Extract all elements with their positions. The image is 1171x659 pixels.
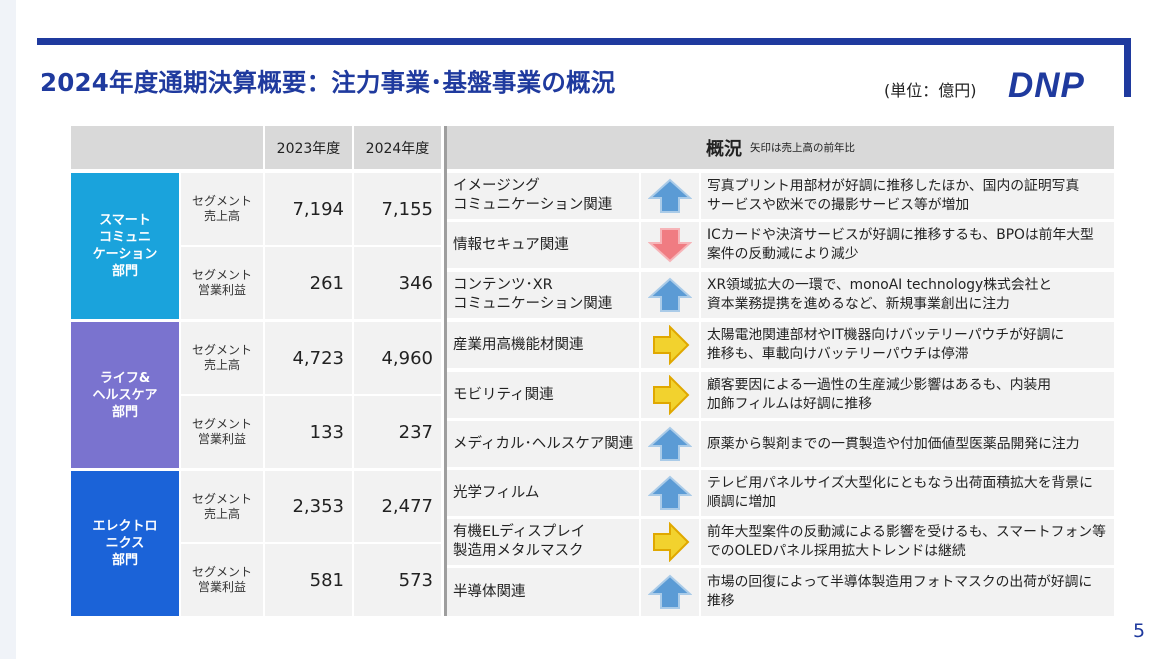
- segment-table: 2023年度 2024年度 スマート コミュニ ケーション 部門 セグメント 売…: [71, 126, 441, 616]
- metric-label: セグメント 売上高: [181, 173, 263, 245]
- value-cell: 573: [354, 544, 441, 616]
- business-name: 半導体関連: [447, 568, 639, 616]
- business-name: 有機ELディスプレイ 製造用メタルマスク: [447, 519, 639, 565]
- value-cell: 4,723: [265, 322, 352, 394]
- unit-label: (単位：億円): [884, 81, 977, 100]
- business-name: イメージング コミュニケーション関連: [447, 173, 639, 219]
- business-name: モビリティ関連: [447, 372, 639, 418]
- up-arrow-icon: [648, 426, 692, 461]
- metric-label: セグメント 売上高: [181, 471, 263, 542]
- metric-label: セグメント 売上高: [181, 322, 263, 394]
- value-cell: 7,155: [354, 173, 441, 245]
- metric-label: セグメント 営業利益: [181, 247, 263, 319]
- business-name: 情報セキュア関連: [447, 222, 639, 268]
- business-description: 写真プリント用部材が好調に推移したほか、国内の証明写真 サービスや欧米での撮影サ…: [701, 173, 1114, 219]
- business-name: コンテンツ･XR コミュニケーション関連: [447, 272, 639, 318]
- right-arrow-icon: [653, 325, 690, 365]
- value-cell: 7,194: [265, 173, 352, 245]
- value-cell: 4,960: [354, 322, 441, 394]
- segment-electronics: エレクトロ ニクス 部門: [71, 471, 179, 616]
- right-arrow-icon: [653, 522, 690, 562]
- business-description: 市場の回復によって半導体製造用フォトマスクの出荷が好調に 推移: [701, 568, 1114, 616]
- up-arrow-icon: [648, 574, 692, 609]
- metric-label: セグメント 営業利益: [181, 396, 263, 468]
- up-arrow-icon: [648, 277, 692, 312]
- overview-row: イメージング コミュニケーション関連 写真プリント用部材が好調に推移したほか、国…: [447, 173, 1114, 219]
- down-arrow-icon: [648, 228, 692, 263]
- page-title: 2024年度通期決算概要：注力事業･基盤事業の概況: [40, 68, 616, 97]
- page-number: 5: [1133, 620, 1146, 642]
- left-edge-strip: [0, 0, 16, 659]
- overview-row: メディカル･ヘルスケア関連 原薬から製剤までの一貫製造や付加価値型医薬品開発に注…: [447, 421, 1114, 467]
- up-arrow-icon: [648, 178, 692, 213]
- top-rule: [37, 38, 1131, 45]
- value-cell: 581: [265, 544, 352, 616]
- overview-note: 矢印は売上高の前年比: [750, 142, 855, 154]
- overview-header: 概況 矢印は売上高の前年比: [447, 126, 1114, 169]
- business-description: 前年大型案件の反動減による影響を受けるも、スマートフォン等 でのOLEDパネル採…: [701, 519, 1114, 565]
- value-cell: 237: [354, 396, 441, 468]
- value-cell: 261: [265, 247, 352, 319]
- business-description: 原薬から製剤までの一貫製造や付加価値型医薬品開発に注力: [701, 421, 1114, 467]
- value-cell: 2,353: [265, 471, 352, 542]
- business-description: ICカードや決済サービスが好調に推移するも、BPOは前年大型 案件の反動減により…: [701, 222, 1114, 268]
- value-cell: 346: [354, 247, 441, 319]
- value-cell: 2,477: [354, 471, 441, 542]
- overview-row: 情報セキュア関連 ICカードや決済サービスが好調に推移するも、BPOは前年大型 …: [447, 222, 1114, 268]
- overview-row: 光学フィルム テレビ用パネルサイズ大型化にともなう出荷面積拡大を背景に 順調に増…: [447, 470, 1114, 516]
- overview-row: 有機ELディスプレイ 製造用メタルマスク 前年大型案件の反動減による影響を受ける…: [447, 519, 1114, 565]
- business-description: 太陽電池関連部材やIT機器向けバッテリーパウチが好調に 推移も、車載向けバッテリ…: [701, 322, 1114, 368]
- business-description: XR領域拡大の一環で、monoAI technology株式会社と 資本業務提携…: [701, 272, 1114, 318]
- business-name: メディカル･ヘルスケア関連: [447, 421, 639, 467]
- metric-label: セグメント 営業利益: [181, 544, 263, 616]
- overview-row: コンテンツ･XR コミュニケーション関連 XR領域拡大の一環で、monoAI t…: [447, 272, 1114, 318]
- top-right-rule: [1124, 38, 1131, 97]
- business-name: 光学フィルム: [447, 470, 639, 516]
- business-description: 顧客要因による一過性の生産減少影響はあるも、内装用 加飾フィルムは好調に推移: [701, 372, 1114, 418]
- right-arrow-icon: [653, 375, 690, 415]
- overview-row: 産業用高機能材関連 太陽電池関連部材やIT機器向けバッテリーパウチが好調に 推移…: [447, 322, 1114, 368]
- col-header-2023: 2023年度: [265, 126, 352, 169]
- table-divider: [444, 126, 447, 616]
- col-header-2024: 2024年度: [354, 126, 441, 169]
- up-arrow-icon: [648, 475, 692, 510]
- business-name: 産業用高機能材関連: [447, 322, 639, 368]
- overview-row: 半導体関連 市場の回復によって半導体製造用フォトマスクの出荷が好調に 推移: [447, 568, 1114, 616]
- overview-title: 概況: [706, 138, 742, 160]
- segment-life-healthcare: ライフ& ヘルスケア 部門: [71, 322, 179, 468]
- segment-header-blank: [71, 126, 263, 169]
- overview-row: モビリティ関連 顧客要因による一過性の生産減少影響はあるも、内装用 加飾フィルム…: [447, 372, 1114, 418]
- dnp-logo: DNP: [1008, 66, 1085, 105]
- overview-table: 概況 矢印は売上高の前年比 イメージング コミュニケーション関連 写真プリント用…: [447, 126, 1114, 616]
- segment-smart-communication: スマート コミュニ ケーション 部門: [71, 173, 179, 319]
- business-description: テレビ用パネルサイズ大型化にともなう出荷面積拡大を背景に 順調に増加: [701, 470, 1114, 516]
- value-cell: 133: [265, 396, 352, 468]
